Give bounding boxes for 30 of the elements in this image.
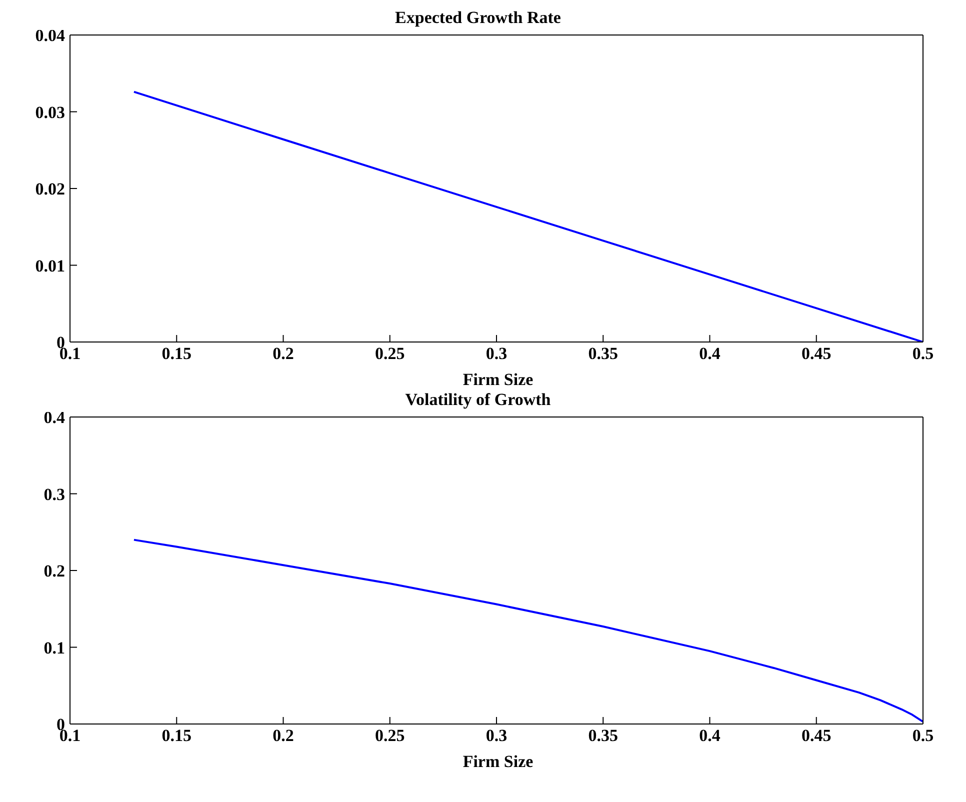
x-tick-label: 0.4 — [699, 344, 721, 364]
y-tick-label: 0.1 — [44, 638, 65, 658]
x-tick-label: 0.35 — [588, 344, 618, 364]
x-tick-label: 0.4 — [699, 726, 721, 746]
chart-title: Expected Growth Rate — [395, 8, 561, 27]
x-axis-title: Firm Size — [462, 370, 534, 390]
y-tick-label: 0.4 — [44, 408, 66, 428]
x-axis-title: Firm Size — [462, 752, 534, 772]
x-tick-label: 0.2 — [272, 344, 294, 364]
x-tick-label: 0.15 — [162, 726, 192, 746]
x-tick-label: 0.25 — [375, 344, 405, 364]
x-tick-label: 0.3 — [486, 344, 508, 364]
y-tick-label: 0.3 — [44, 484, 65, 504]
y-tick-label: 0.02 — [35, 180, 65, 199]
x-tick-label: 0.45 — [802, 726, 832, 746]
x-tick-label: 0.25 — [375, 726, 405, 746]
y-tick-label: 0.01 — [35, 256, 65, 276]
chart-title: Volatility of Growth — [405, 390, 551, 409]
y-tick-label: 0.2 — [44, 562, 65, 581]
line-series — [132, 538, 923, 723]
x-tick-label: 0.5 — [912, 344, 934, 364]
y-tick-label: 0.04 — [35, 26, 66, 46]
x-tick-label: 0.15 — [162, 344, 192, 364]
x-tick-label: 0.5 — [912, 726, 934, 746]
x-tick-label: 0.2 — [272, 726, 294, 746]
y-tick-label: 0.03 — [35, 102, 65, 122]
x-tick-label: 0.3 — [486, 726, 508, 746]
line-series — [132, 90, 923, 342]
x-tick-label: 0.35 — [588, 726, 618, 746]
x-tick-label: 0.45 — [802, 344, 832, 364]
